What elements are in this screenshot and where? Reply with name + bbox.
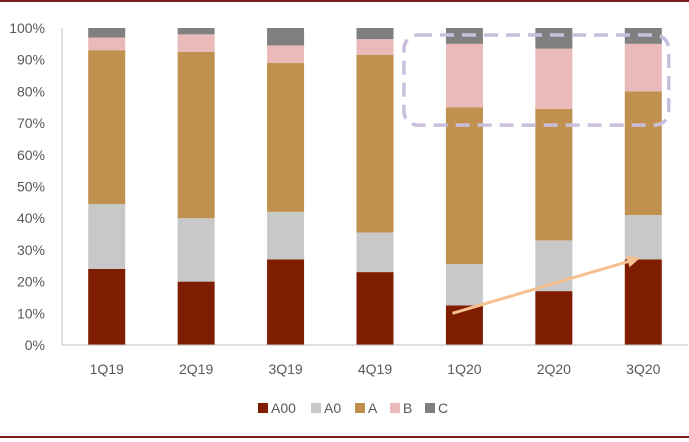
y-tick-label: 50%	[17, 179, 45, 195]
x-category-label: 3Q20	[626, 361, 660, 377]
bar-segment-c	[356, 28, 394, 40]
legend-label-c: C	[438, 400, 448, 416]
bar-segment-a00	[535, 291, 573, 345]
bar-segment-a0	[267, 211, 305, 260]
bar-segment-a00	[356, 272, 394, 345]
legend-swatch-b	[390, 403, 400, 413]
bar-segment-a0	[624, 215, 662, 260]
legend-label-a: A	[368, 400, 378, 416]
bar-segment-a	[445, 107, 483, 265]
bar-segment-b	[624, 43, 662, 92]
bar-segment-a	[177, 51, 215, 219]
y-tick-label: 80%	[17, 83, 45, 99]
bar-segment-b	[445, 43, 483, 108]
bar-segment-b	[535, 48, 573, 109]
bar-segment-a	[535, 108, 573, 241]
bar-segment-a0	[88, 203, 126, 269]
y-tick-label: 70%	[17, 115, 45, 131]
bar-segment-a0	[445, 264, 483, 306]
x-category-label: 1Q20	[447, 361, 481, 377]
legend-swatch-a	[355, 403, 365, 413]
bar-segment-a	[267, 62, 305, 212]
bar-segment-b	[88, 37, 126, 51]
x-category-label: 3Q19	[268, 361, 302, 377]
bar-segment-c	[535, 28, 573, 49]
y-tick-label: 60%	[17, 147, 45, 163]
y-tick-label: 30%	[17, 242, 45, 258]
trend-arrow-head	[626, 255, 641, 268]
y-tick-label: 90%	[17, 52, 45, 68]
bar-segment-a	[88, 50, 126, 204]
legend-label-a00: A00	[271, 400, 296, 416]
y-tick-label: 10%	[17, 305, 45, 321]
legend-swatch-c	[425, 403, 435, 413]
legend: A00 A0 A B C	[258, 400, 448, 416]
bar-segment-c	[267, 28, 305, 46]
bar-segment-c	[177, 28, 215, 35]
legend-label-b: B	[403, 400, 412, 416]
y-tick-label: 20%	[17, 274, 45, 290]
bar-segment-b	[356, 39, 394, 55]
x-category-label: 2Q19	[179, 361, 213, 377]
bar-segment-a	[356, 54, 394, 233]
bar-segment-b	[267, 45, 305, 63]
bottom-border-line	[0, 436, 689, 438]
bar-segment-b	[177, 34, 215, 52]
legend-swatch-a0	[311, 403, 321, 413]
x-axis-labels: 1Q19 2Q19 3Q19 4Q19 1Q20 2Q20 3Q20	[90, 361, 661, 377]
legend-swatch-a00	[258, 403, 268, 413]
top-border-line	[0, 0, 689, 2]
legend-label-a0: A0	[324, 400, 341, 416]
x-category-label: 1Q19	[90, 361, 124, 377]
y-tick-label: 40%	[17, 210, 45, 226]
bar-segment-a0	[177, 218, 215, 282]
bar-segment-a00	[267, 259, 305, 345]
axes	[61, 28, 688, 346]
y-tick-label: 0%	[25, 337, 45, 353]
bar-segment-c	[88, 28, 126, 38]
trend-arrow-line	[452, 258, 633, 315]
annotations	[402, 33, 671, 315]
bar-segment-a00	[624, 259, 662, 345]
bar-segment-a	[624, 91, 662, 216]
x-category-label: 4Q19	[358, 361, 392, 377]
y-axis-labels: 0% 10% 20% 30% 40% 50% 60% 70% 80% 90% 100%	[9, 20, 45, 353]
x-category-label: 2Q20	[537, 361, 571, 377]
bar-series-group	[88, 28, 662, 345]
bar-segment-a0	[356, 232, 394, 273]
y-tick-label: 100%	[9, 20, 45, 36]
bar-segment-a00	[177, 281, 215, 345]
bar-segment-a00	[88, 268, 126, 345]
highlight-box	[402, 33, 671, 127]
